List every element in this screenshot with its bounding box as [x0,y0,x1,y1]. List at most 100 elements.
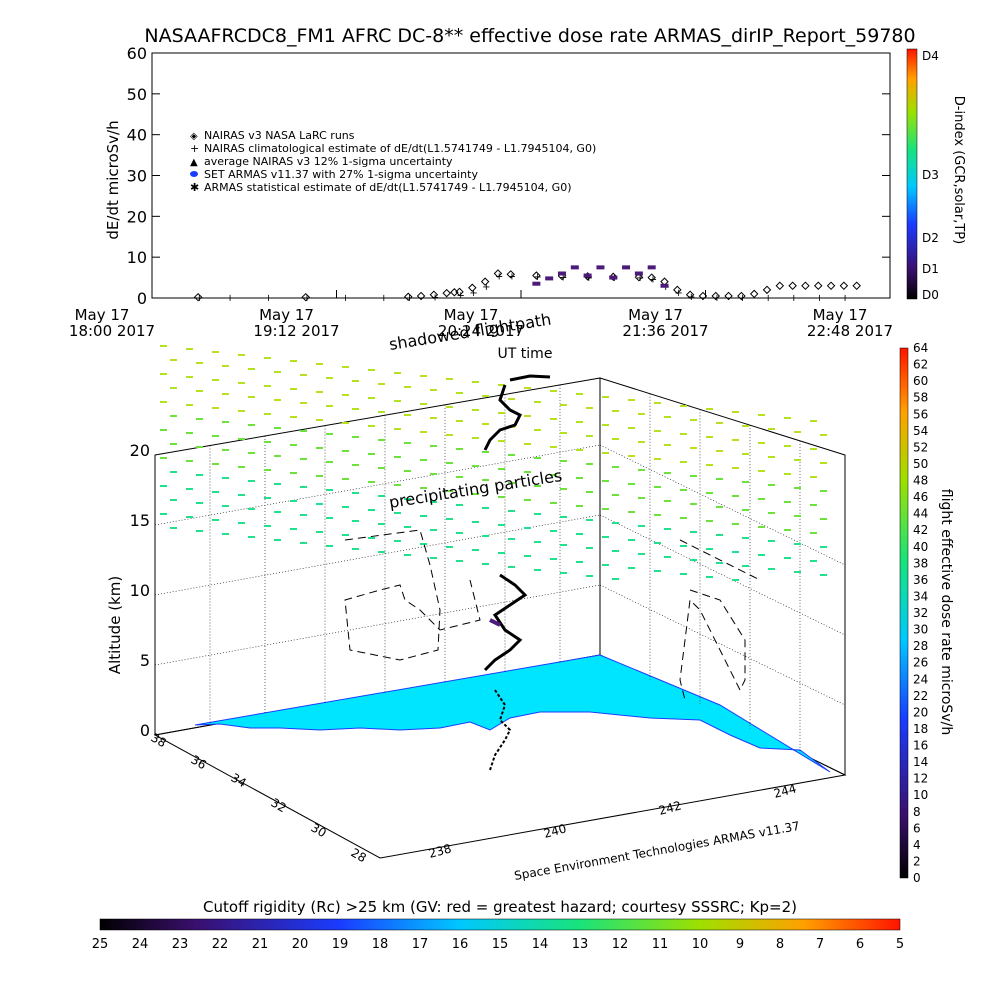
particle-marker [784,557,791,559]
particle-marker [404,414,411,416]
particle-marker [508,482,515,484]
particle-marker [498,384,505,386]
particle-marker [820,490,827,492]
particle-marker [446,462,453,464]
particle-marker [654,458,661,460]
armas-point [545,276,554,281]
particle-marker [784,417,791,419]
particle-marker [420,543,427,545]
particle-marker [742,453,749,455]
particle-marker [212,519,219,521]
particle-marker [716,422,723,424]
particle-marker [316,363,323,365]
particle-marker [742,565,749,567]
particle-marker [472,381,479,383]
particle-marker [654,430,661,432]
particle-marker [524,471,531,473]
particle-marker [222,505,229,507]
particle-marker [300,402,307,404]
particle-marker [316,447,323,449]
dose-rate-tick-label: 24 [913,672,928,686]
nairas-clim-point: + [469,288,477,299]
dose-rate-tick-label: 26 [913,656,928,670]
particle-marker [196,418,203,420]
particle-marker [290,416,297,418]
particle-marker [810,448,817,450]
particle-marker [352,492,359,494]
dose-rate-colorbar: 0246810121416182022242628303234363840424… [899,341,954,885]
particle-marker [612,578,619,580]
particle-marker [810,532,817,534]
nairas-clim-point: + [495,272,503,283]
particle-marker [456,476,463,478]
particle-marker [352,464,359,466]
particle-marker [576,533,583,535]
particle-marker [732,495,739,497]
particle-marker [706,408,713,410]
particle-marker [706,464,713,466]
particle-marker [654,570,661,572]
particle-marker [664,556,671,558]
altitude-tick-label: 5 [140,651,150,670]
particle-marker [784,529,791,531]
particle-marker [498,440,505,442]
particle-marker [160,345,167,347]
particle-marker [690,531,697,533]
nairas-clim-point: + [790,293,798,304]
particle-marker [248,508,255,510]
particle-marker [248,368,255,370]
nairas-run-point [749,289,759,299]
particle-marker [550,390,557,392]
particle-marker [248,536,255,538]
latitude-tick-label: 38 [149,730,169,750]
nairas-run-point [480,277,490,286]
particle-marker [378,551,385,553]
particle-marker [654,486,661,488]
particle-marker [212,491,219,493]
nairas-clim-point: + [841,293,849,304]
particle-marker [368,453,375,455]
particle-marker [716,478,723,480]
particle-marker [690,503,697,505]
particle-marker [524,527,531,529]
particle-marker [602,452,609,454]
particle-marker [768,568,775,570]
cutoff-rigidity-title: Cutoff rigidity (Rc) >25 km (GV: red = g… [203,898,797,916]
particle-marker [446,406,453,408]
particle-marker [326,545,333,547]
particle-marker [758,526,765,528]
particle-marker [810,560,817,562]
particle-marker [264,441,271,443]
particle-marker [300,374,307,376]
particle-marker [326,517,333,519]
particle-marker [732,467,739,469]
particle-marker [758,498,765,500]
cutoff-rigidity-tick-label: 23 [172,937,189,952]
particle-marker [810,504,817,506]
particle-marker [196,502,203,504]
altitude-grid-line [599,444,846,566]
nairas-clim-point: + [482,282,490,293]
armas-point [634,271,643,276]
particle-marker [212,435,219,437]
particle-marker [612,522,619,524]
particle-marker [638,441,645,443]
particle-marker [550,558,557,560]
particle-marker [664,472,671,474]
dose-rate-tick-label: 36 [913,573,928,587]
particle-marker [482,479,489,481]
dose-rate-tick-label: 20 [913,705,928,719]
particle-marker [456,532,463,534]
particle-marker [342,422,349,424]
armas-point [583,273,592,278]
cutoff-rigidity-tick-label: 14 [532,937,549,952]
particle-marker [794,543,801,545]
nairas-run-point [839,281,849,290]
particle-marker [290,360,297,362]
nairas-clim-point: + [457,291,465,302]
particle-marker [586,407,593,409]
particle-marker [560,488,567,490]
particle-marker [222,393,229,395]
cutoff-rigidity-tick-label: 6 [856,937,864,952]
